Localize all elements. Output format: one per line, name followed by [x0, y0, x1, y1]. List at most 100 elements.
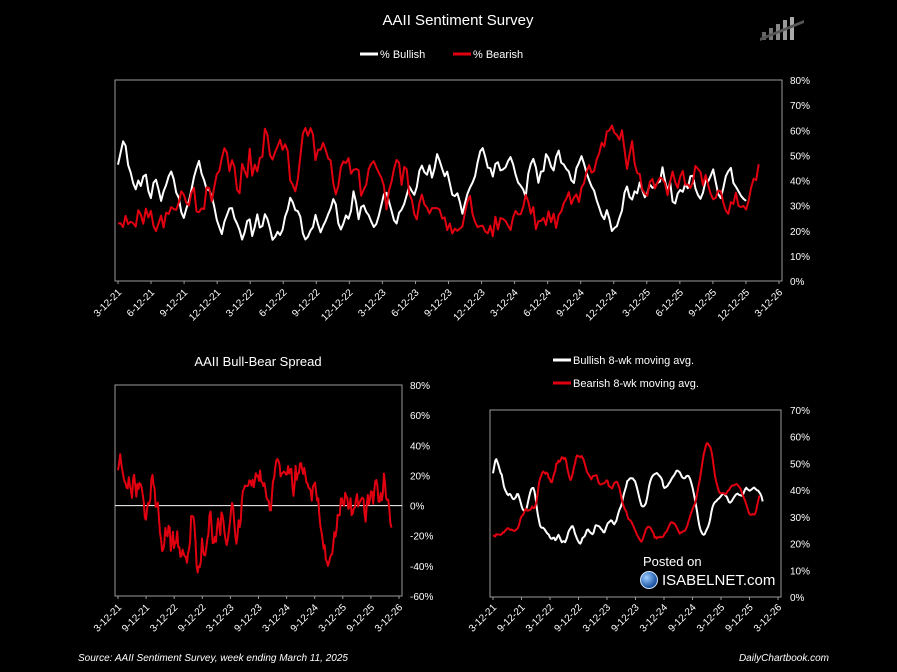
y-tick-label: 50% [790, 459, 810, 470]
y-tick-label: 30% [790, 202, 810, 213]
x-tick-label: 3-12-21 [92, 287, 124, 319]
y-tick-label: 10% [790, 566, 810, 577]
ma-series [492, 442, 764, 545]
x-tick-label: 9-12-25 [687, 287, 719, 319]
legend-bullish-ma-label: Bullish 8-wk moving avg. [573, 355, 694, 367]
x-tick-label: 3-12-26 [373, 602, 405, 634]
x-tick-label: 3-12-24 [489, 287, 521, 319]
x-tick-label: 6-12-24 [522, 287, 554, 319]
x-tick-label: 3-12-22 [524, 602, 556, 634]
x-tick-label: 9-12-22 [176, 602, 208, 634]
y-tick-label: -20% [410, 532, 433, 543]
x-tick-label: 9-12-25 [345, 602, 377, 634]
x-tick-label: 3-12-25 [621, 287, 653, 319]
y-tick-label: 0% [410, 502, 425, 513]
globe-icon [640, 571, 658, 589]
x-tick-label: 12-12-24 [584, 287, 620, 323]
main-y-axis: 0% 10% 20% 30% 40% 50% 60% 70% 80% [790, 76, 810, 288]
y-tick-label: 80% [410, 381, 430, 392]
y-tick-label: 50% [790, 151, 810, 162]
source-note: Source: AAII Sentiment Survey, week endi… [78, 653, 348, 664]
ma-legend: Bullish 8-wk moving avg. Bearish 8-wk mo… [553, 355, 699, 390]
x-tick-label: 3-12-24 [638, 602, 670, 634]
brand-footer: DailyChartbook.com [738, 653, 829, 664]
y-tick-label: 30% [790, 513, 810, 524]
x-tick-label: 12-12-25 [716, 287, 752, 323]
x-tick-label: 6-12-21 [125, 287, 157, 319]
y-tick-label: 10% [790, 252, 810, 263]
x-tick-label: 3-12-25 [317, 602, 349, 634]
watermark-site: ISABELNET.com [640, 571, 780, 589]
x-tick-label: 3-12-21 [467, 602, 499, 634]
watermark-posted-on: Posted on [643, 554, 702, 569]
x-tick-label: 3-12-22 [148, 602, 180, 634]
y-tick-label: -60% [410, 592, 433, 603]
x-tick-label: 9-12-22 [290, 287, 322, 319]
ma-x-axis: 3-12-219-12-213-12-229-12-223-12-239-12-… [467, 597, 784, 634]
x-tick-label: 3-12-23 [581, 602, 613, 634]
y-tick-label: 40% [790, 177, 810, 188]
x-tick-label: 6-12-23 [389, 287, 421, 319]
x-tick-label: 3-12-26 [752, 602, 784, 634]
spread-title: AAII Bull-Bear Spread [194, 354, 321, 369]
x-tick-label: 9-12-23 [422, 287, 454, 319]
y-tick-label: 40% [410, 441, 430, 452]
y-tick-label: 0% [790, 593, 805, 604]
legend-bearish-ma-label: Bearish 8-wk moving avg. [573, 378, 699, 390]
x-tick-label: 3-12-24 [261, 602, 293, 634]
y-tick-label: 0% [790, 277, 805, 288]
x-tick-label: 3-12-23 [356, 287, 388, 319]
spread-x-axis: 3-12-219-12-213-12-229-12-223-12-239-12-… [92, 596, 405, 634]
x-tick-label: 9-12-24 [666, 602, 698, 634]
x-tick-label: 9-12-25 [723, 602, 755, 634]
y-tick-label: 60% [790, 433, 810, 444]
legend-bullish-label: % Bullish [380, 49, 425, 61]
x-tick-label: 12-12-21 [187, 287, 223, 323]
bullish-series-line [117, 140, 747, 241]
bullish-series-line [492, 458, 764, 545]
spread-plot-frame [114, 384, 403, 597]
main-series [117, 124, 760, 241]
dailychartbook-logo-icon [760, 17, 804, 41]
y-tick-label: 40% [790, 486, 810, 497]
x-tick-label: 9-12-24 [289, 602, 321, 634]
chart-title: AAII Sentiment Survey [383, 12, 534, 29]
y-tick-label: 60% [410, 411, 430, 422]
spread-series [117, 453, 393, 574]
x-tick-label: 9-12-21 [158, 287, 190, 319]
x-tick-label: 3-12-22 [224, 287, 256, 319]
x-tick-label: 12-12-22 [319, 287, 355, 323]
bearish-series-line [117, 124, 760, 238]
x-tick-label: 3-12-23 [204, 602, 236, 634]
x-tick-label: 3-12-25 [695, 602, 727, 634]
main-legend: % Bullish % Bearish [360, 49, 523, 61]
x-tick-label: 6-12-25 [654, 287, 686, 319]
x-tick-label: 3-12-26 [753, 287, 785, 319]
x-tick-label: 9-12-22 [552, 602, 584, 634]
y-tick-label: 20% [410, 471, 430, 482]
y-tick-label: 20% [790, 540, 810, 551]
y-tick-label: -40% [410, 562, 433, 573]
x-tick-label: 9-12-21 [120, 602, 152, 634]
legend-bearish-label: % Bearish [473, 49, 523, 61]
y-tick-label: 20% [790, 227, 810, 238]
x-tick-label: 9-12-21 [495, 602, 527, 634]
x-tick-label: 6-12-22 [257, 287, 289, 319]
y-tick-label: 70% [790, 406, 810, 417]
isabelnet-watermark: Posted on ISABELNET.com [640, 554, 780, 589]
y-tick-label: 60% [790, 126, 810, 137]
spread-y-axis: -60% -40% -20% 0% 20% 40% 60% 80% [115, 381, 433, 603]
ma-y-axis: 0% 10% 20% 30% 40% 50% 60% 70% [790, 406, 810, 604]
x-tick-label: 9-12-24 [555, 287, 587, 319]
y-tick-label: 80% [790, 76, 810, 87]
y-tick-label: 70% [790, 101, 810, 112]
bearish-series-line [492, 442, 761, 543]
bearish-series-line [117, 453, 393, 574]
x-tick-label: 3-12-21 [92, 602, 124, 634]
x-tick-label: 9-12-23 [232, 602, 264, 634]
x-tick-label: 12-12-23 [452, 287, 488, 323]
watermark-site-label: ISABELNET.com [662, 571, 776, 589]
x-tick-label: 9-12-23 [609, 602, 641, 634]
